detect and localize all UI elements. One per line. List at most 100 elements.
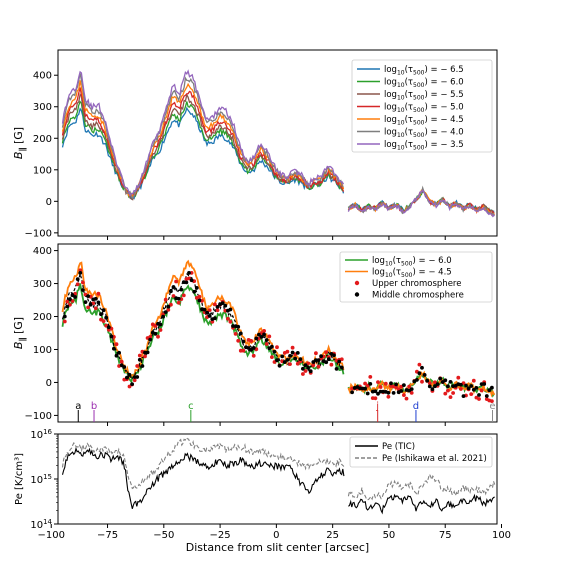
y-tick-label: 200 [33,134,52,145]
upper-chromosphere-point [215,308,220,313]
middle-chromosphere-point [272,349,277,354]
series-line [61,87,345,197]
middle-chromosphere-point [101,308,106,313]
middle-chromosphere-point [303,363,308,367]
upper-chromosphere-point [285,349,290,354]
middle-chromosphere-point [363,386,367,391]
middle-chromosphere-point [130,382,135,386]
upper-chromosphere-point [288,362,292,366]
middle-chromosphere-point [466,386,471,391]
middle-chromosphere-point [99,312,103,317]
upper-chromosphere-point [446,388,450,393]
middle-panel: −100 0 100 200 300 400 B∥ [G] a b c j d e log10(τ500)… [12,243,498,426]
upper-chromosphere-point [135,364,140,368]
y-tick-label: 400 [33,246,52,257]
series-line [61,69,345,197]
legend-label: log10(τ500) = − 6.5 [384,65,464,77]
middle-chromosphere-point [166,304,171,309]
middle-chromosphere-point [373,389,378,394]
upper-chromosphere-point [238,348,243,353]
upper-chromosphere-point [75,282,80,287]
series-line [347,189,495,216]
x-tick-label: 25 [326,530,339,541]
legend-box [351,59,493,153]
middle-chromosphere-point [326,357,331,362]
upper-chromosphere-point [368,375,373,379]
middle-chromosphere-point [238,331,243,336]
y-tick-label: 1015 [30,473,52,486]
upper-chromosphere-point [156,334,160,339]
middle-chromosphere-point [425,378,430,383]
upper-chromosphere-point [189,271,194,275]
y-axis-label: Pe [K/cm³] [14,453,25,505]
legend-label: Middle chromosphere [372,291,464,301]
x-tick-label: −25 [210,530,231,541]
upper-chromosphere-point [373,396,378,401]
middle-chromosphere-point [194,286,199,290]
series-line [61,100,344,200]
x-axis-label: Distance from slit center [arcsec] [186,541,369,554]
middle-chromosphere-point [334,367,339,371]
upper-chromosphere-point [479,388,484,393]
middle-chromosphere-point [65,304,70,309]
upper-chromosphere-point [153,324,158,328]
middle-chromosphere-point [391,391,396,395]
middle-chromosphere-point [117,350,121,355]
middle-chromosphere-point [394,382,398,387]
middle-chromosphere-point [477,393,481,397]
upper-chromosphere-point [363,381,367,386]
middle-chromosphere-point [376,391,380,396]
middle-chromosphere-point [298,357,303,361]
middle-chromosphere-point [474,386,479,390]
upper-chromosphere-point [451,391,455,395]
legend-label: Upper chromosphere [372,279,461,289]
upper-chromosphere-point [275,345,279,350]
upper-chromosphere-point [267,334,272,339]
upper-chromosphere-point [324,350,329,354]
top-axes-frame [57,49,498,237]
middle-chromosphere-point [433,384,437,389]
middle-chromosphere-point [106,325,111,330]
x-tick-label: −50 [153,530,174,541]
legend-box [339,251,493,303]
marker-label-b: b [91,401,97,412]
y-tick-label: 400 [33,71,52,82]
upper-chromosphere-point [78,268,83,273]
middle-chromosphere-point [83,300,88,304]
upper-chromosphere-point [176,300,181,305]
middle-chromosphere-point [471,387,476,392]
upper-chromosphere-point [448,395,453,399]
middle-chromosphere-point [140,364,145,368]
middle-chromosphere-point [259,335,264,339]
middle-chromosphere-point [171,285,176,289]
legend-label: log10(τ500) = − 4.0 [384,128,464,140]
upper-chromosphere-point [270,355,274,359]
upper-chromosphere-point [210,319,215,324]
middle-chromosphere-point [280,354,285,359]
middle-chromosphere-point [301,366,305,371]
middle-chromosphere-point [316,358,321,363]
legend-label: log10(τ500) = − 4.5 [384,115,464,127]
middle-chromosphere-point [275,358,279,363]
middle-chromosphere-point [127,372,132,377]
middle-chromosphere-point [161,314,166,319]
middle-chromosphere-point [427,384,432,389]
middle-chromosphere-point [104,315,109,320]
middle-chromosphere-point [179,287,184,292]
middle-chromosphere-point [482,382,487,386]
middle-chromosphere-point [459,382,463,387]
upper-chromosphere-point [378,385,383,389]
middle-chromosphere-point [422,373,427,377]
upper-chromosphere-point [402,393,406,397]
upper-chromosphere-point [427,381,432,386]
y-tick-label: 1014 [30,518,52,531]
upper-chromosphere-point [233,332,238,336]
middle-chromosphere-point [207,314,212,318]
series-line [61,283,345,384]
upper-chromosphere-point [290,345,295,350]
middle-chromosphere-point [75,277,80,281]
middle-chromosphere-point [285,358,290,362]
upper-chromosphere-point [86,305,90,310]
middle-chromosphere-point [306,365,310,370]
upper-chromosphere-point [456,375,461,380]
